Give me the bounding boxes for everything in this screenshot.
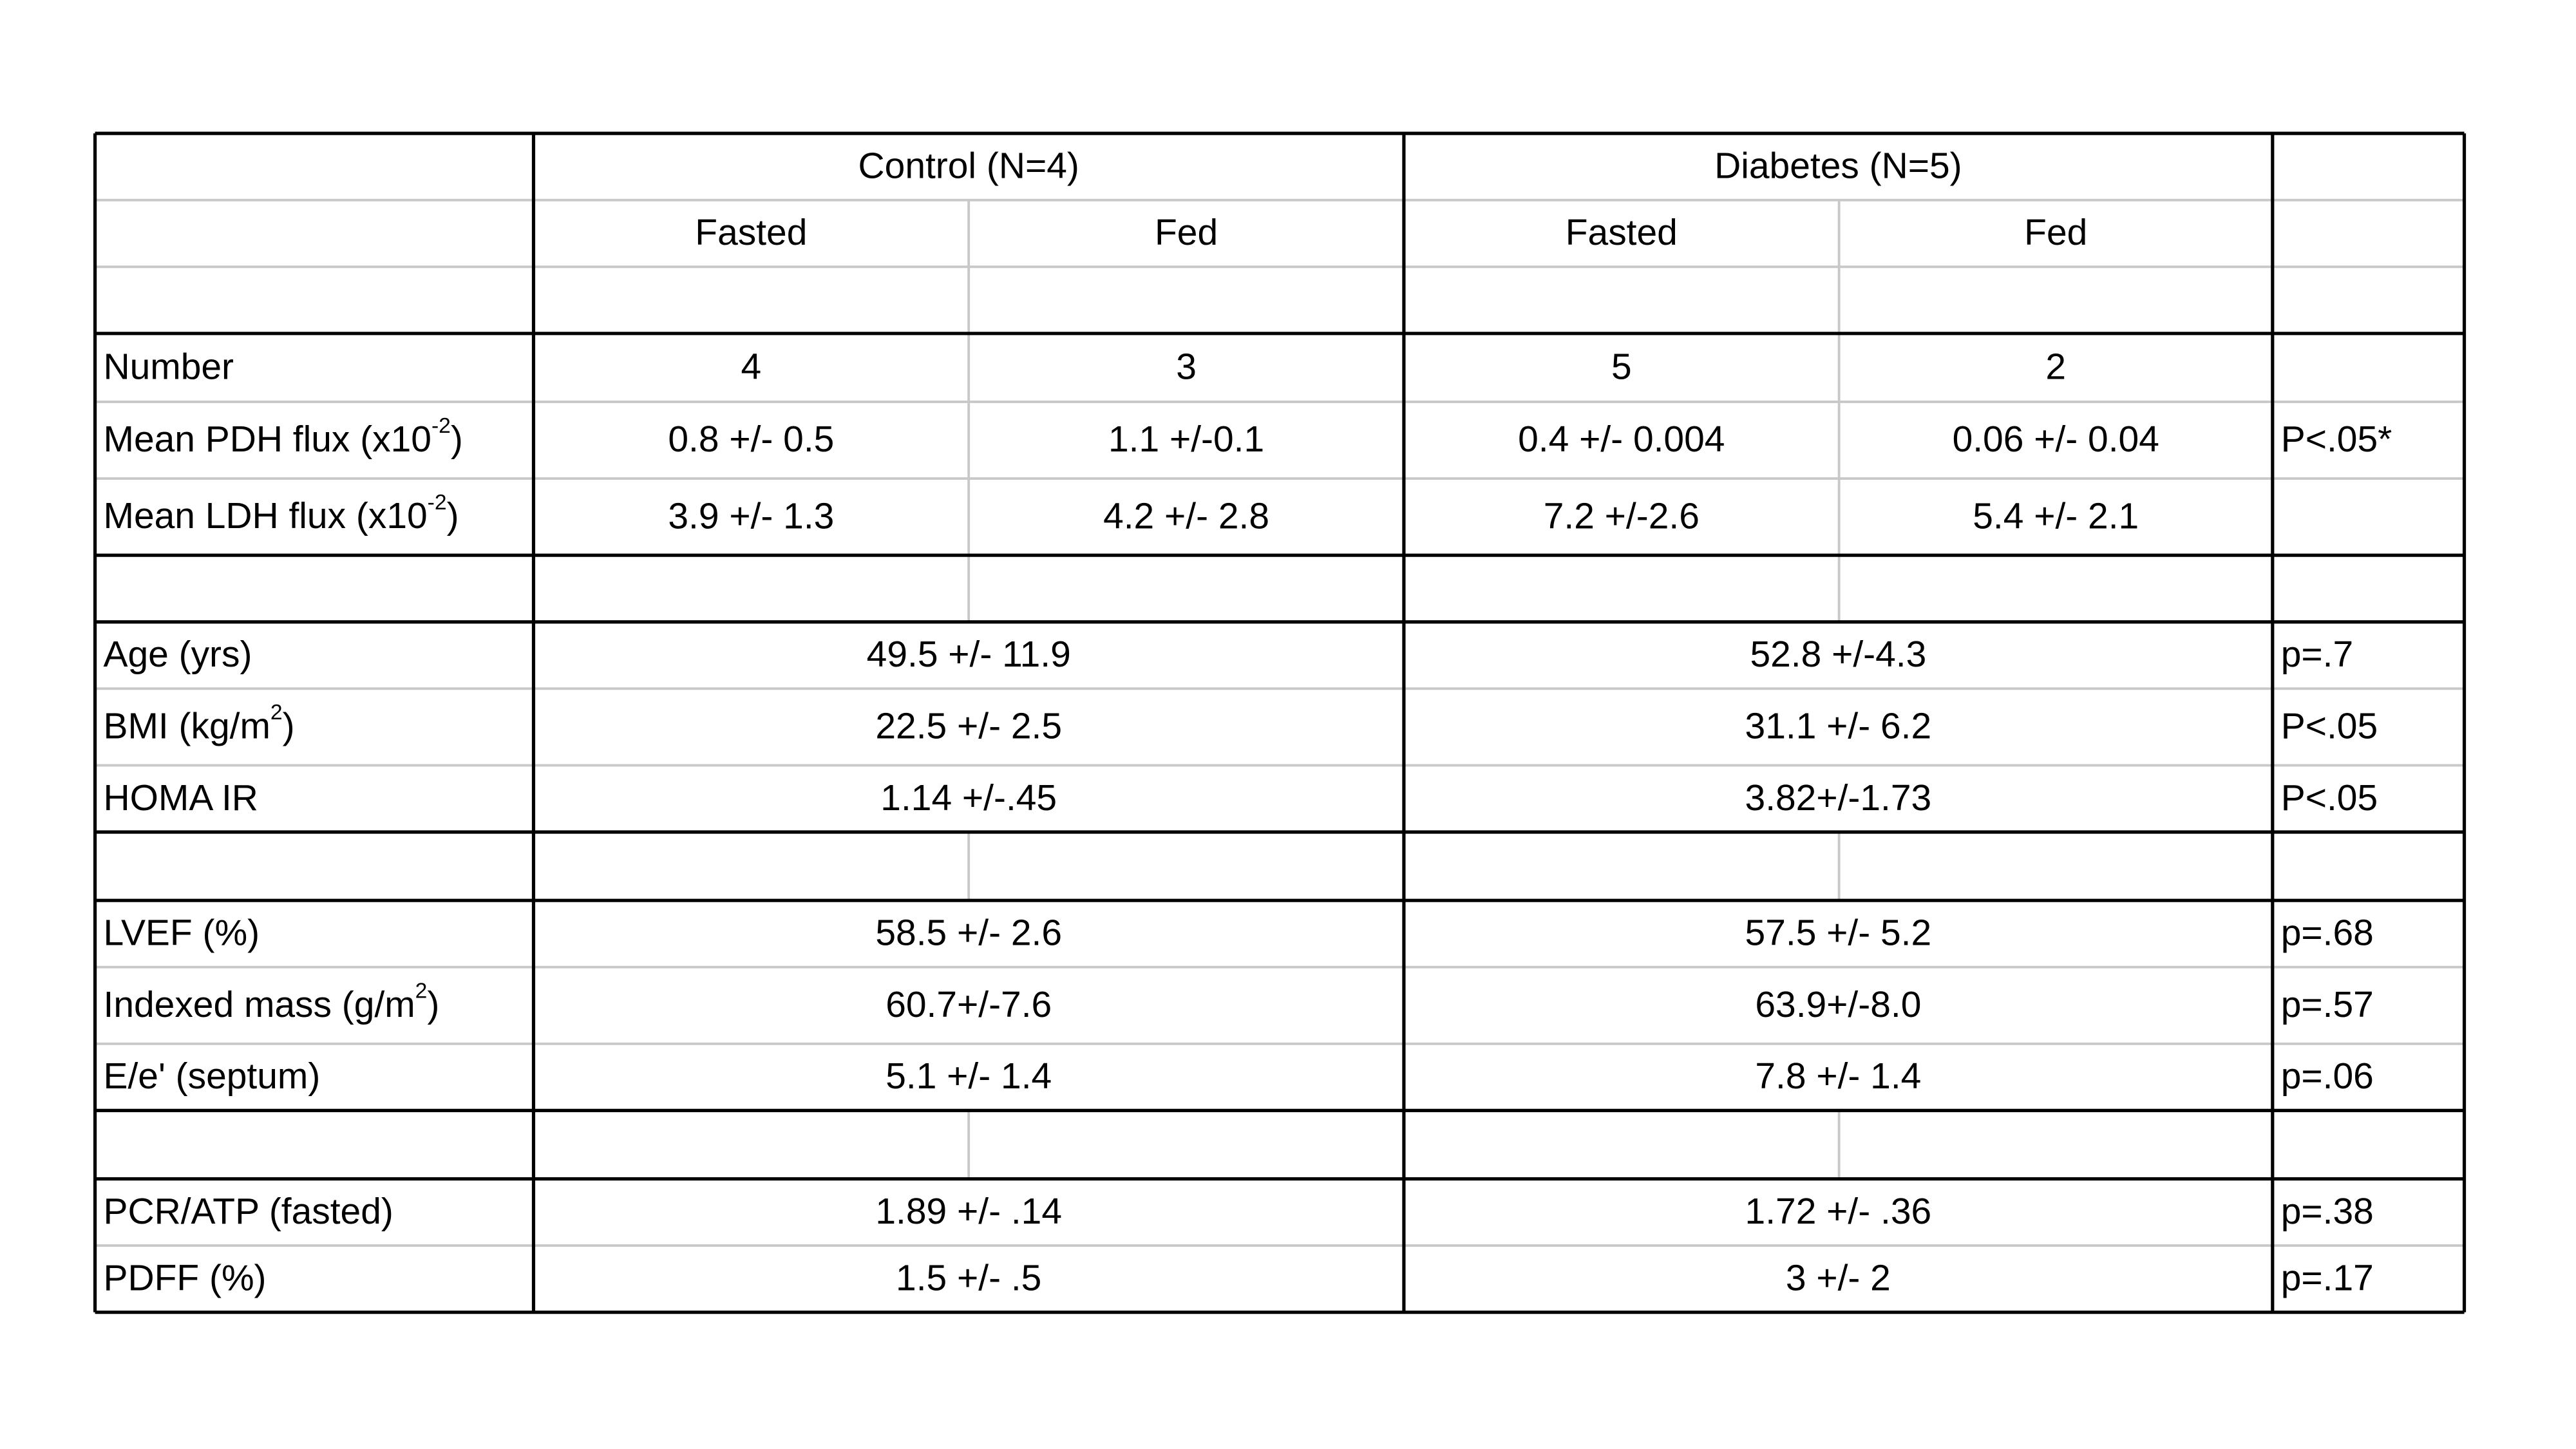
cell-value: 5.1 +/- 1.4 <box>886 1056 1052 1097</box>
cell-value: 7.2 +/-2.6 <box>1544 495 1700 536</box>
label-superscript: -2 <box>431 414 451 438</box>
cell-value: 31.1 +/- 6.2 <box>1745 706 1932 747</box>
cell-value: 49.5 +/- 11.9 <box>867 634 1071 675</box>
cell-value: 3.82+/-1.73 <box>1745 777 1932 819</box>
row-label: PCR/ATP (fasted) <box>104 1191 393 1232</box>
cell-value: 22.5 +/- 2.5 <box>875 706 1062 747</box>
row-label: HOMA IR <box>104 777 258 819</box>
row-label: Indexed mass (g/m2) <box>104 979 440 1025</box>
cell-value: 1.5 +/- .5 <box>896 1258 1041 1299</box>
cell-value: 58.5 +/- 2.6 <box>875 913 1062 954</box>
cell-value: 3.9 +/- 1.3 <box>668 495 834 536</box>
p-value: p=.17 <box>2281 1258 2374 1299</box>
row-label: LVEF (%) <box>104 913 260 954</box>
label-text: Mean PDH flux (x10 <box>104 419 431 460</box>
cell-value: 1.14 +/-.45 <box>880 777 1057 819</box>
row-label: BMI (kg/m2) <box>104 701 295 746</box>
label-superscript: 2 <box>270 701 283 724</box>
row-label: Number <box>104 346 234 388</box>
cell-value: 0.4 +/- 0.004 <box>1518 419 1725 460</box>
cell-value: 1.1 +/-0.1 <box>1108 419 1264 460</box>
cell-value: 4 <box>741 346 762 388</box>
label-text: BMI (kg/m <box>104 706 270 747</box>
sub-header: Fed <box>2024 212 2087 253</box>
sub-header: Fasted <box>1566 212 1678 253</box>
cell-value: 63.9+/-8.0 <box>1755 984 1921 1025</box>
cell-value: 57.5 +/- 5.2 <box>1745 913 1932 954</box>
cell-value: 4.2 +/- 2.8 <box>1103 495 1269 536</box>
row-label: Age (yrs) <box>104 634 252 675</box>
p-value: p=.68 <box>2281 913 2374 954</box>
cell-value: 52.8 +/-4.3 <box>1750 634 1926 675</box>
p-value: p=.7 <box>2281 634 2353 675</box>
table-grid <box>93 131 2467 1314</box>
p-value: P<.05 <box>2281 777 2378 819</box>
label-superscript: -2 <box>428 491 447 515</box>
p-value: p=.57 <box>2281 984 2374 1025</box>
cell-value: 1.89 +/- .14 <box>875 1191 1062 1232</box>
cell-value: 0.06 +/- 0.04 <box>1953 419 2159 460</box>
sub-header: Fasted <box>695 212 807 253</box>
label-superscript: 2 <box>415 979 428 1003</box>
cell-value: 3 +/- 2 <box>1786 1258 1891 1299</box>
label-tail: ) <box>427 984 439 1025</box>
cell-value: 5 <box>1611 346 1632 388</box>
cell-value: 5.4 +/- 2.1 <box>1973 495 2139 536</box>
label-tail: ) <box>451 419 463 460</box>
sub-header: Fed <box>1155 212 1218 253</box>
cell-value: 3 <box>1176 346 1197 388</box>
row-label: Mean LDH flux (x10-2) <box>104 491 459 536</box>
row-label: Mean PDH flux (x10-2) <box>104 414 463 460</box>
cell-value: 1.72 +/- .36 <box>1745 1191 1932 1232</box>
group-header: Diabetes (N=5) <box>1714 146 1962 187</box>
p-value: P<.05* <box>2281 419 2392 460</box>
label-tail: ) <box>283 706 295 747</box>
label-text: Mean LDH flux (x10 <box>104 495 428 536</box>
table-cells: Control (N=4) Diabetes (N=5) Fasted Fed Fast… <box>104 146 2392 1299</box>
row-label: E/e' (septum) <box>104 1056 321 1097</box>
label-tail: ) <box>447 495 459 536</box>
p-value: p=.38 <box>2281 1191 2374 1232</box>
cell-value: 7.8 +/- 1.4 <box>1755 1056 1921 1097</box>
p-value: p=.06 <box>2281 1056 2374 1097</box>
cell-value: 2 <box>2045 346 2066 388</box>
group-header: Control (N=4) <box>858 146 1079 187</box>
row-label: PDFF (%) <box>104 1258 267 1299</box>
cell-value: 60.7+/-7.6 <box>886 984 1052 1025</box>
label-text: Indexed mass (g/m <box>104 984 415 1025</box>
cell-value: 0.8 +/- 0.5 <box>668 419 834 460</box>
p-value: P<.05 <box>2281 706 2378 747</box>
